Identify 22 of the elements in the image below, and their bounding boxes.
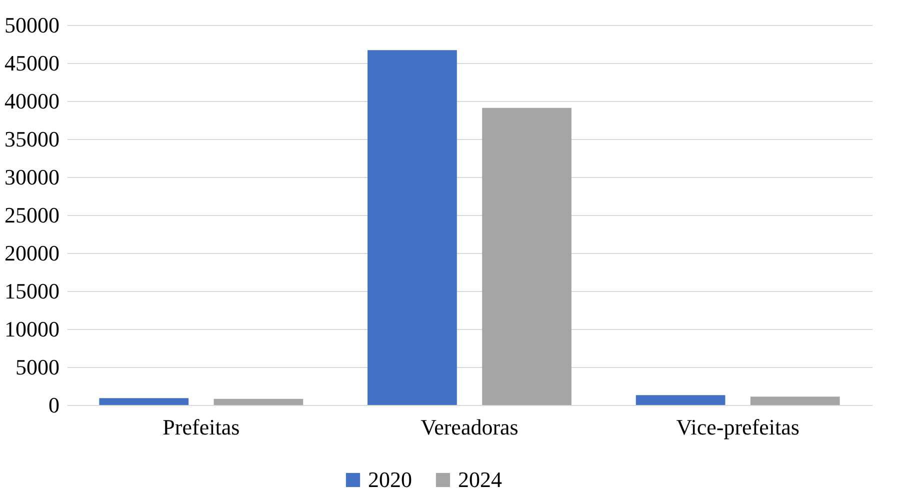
- x-tick-label: Vice-prefeitas: [676, 414, 800, 440]
- y-tick-label: 15000: [4, 278, 60, 304]
- x-tick-label: Vereadoras: [420, 414, 518, 440]
- y-tick-label: 45000: [4, 50, 60, 76]
- y-tick-label: 50000: [4, 12, 60, 38]
- bar: [636, 395, 726, 405]
- bar: [214, 398, 304, 405]
- y-tick-label: 10000: [4, 316, 60, 342]
- bar: [482, 108, 572, 405]
- legend-label: 2024: [458, 467, 502, 492]
- y-tick-label: 30000: [4, 164, 60, 190]
- bar: [750, 396, 840, 405]
- y-tick-label: 0: [48, 392, 60, 418]
- legend-label: 2020: [368, 467, 412, 492]
- bar: [368, 50, 457, 405]
- y-tick-label: 20000: [4, 240, 60, 266]
- y-tick-label: 40000: [4, 88, 60, 114]
- y-tick-label: 35000: [4, 126, 60, 152]
- y-tick-label: 5000: [16, 354, 60, 380]
- x-tick-label: Prefeitas: [162, 414, 240, 440]
- bar: [99, 398, 189, 405]
- y-tick-label: 25000: [4, 202, 60, 228]
